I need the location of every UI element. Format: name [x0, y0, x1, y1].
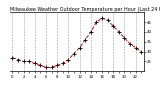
Text: Milwaukee Weather Outdoor Temperature per Hour (Last 24 Hours): Milwaukee Weather Outdoor Temperature pe…: [10, 7, 160, 11]
